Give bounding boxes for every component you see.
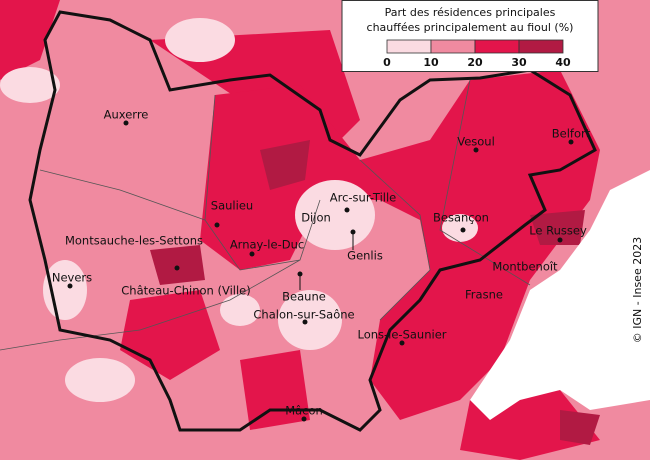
place-label: Auxerre <box>104 108 149 122</box>
area <box>65 358 135 402</box>
boundaries <box>0 79 531 351</box>
legend-title: chauffées principalement au fioul (%) <box>367 21 574 34</box>
legend-box <box>341 0 599 72</box>
legend-swatch <box>474 39 520 54</box>
place-label: Frasne <box>465 288 503 302</box>
area <box>43 260 87 320</box>
place-marker <box>399 340 405 346</box>
place-label: Montsauche-les-Settons <box>65 234 203 248</box>
legend-tick-label: 40 <box>555 56 571 69</box>
legend: Part des résidences principales chauffée… <box>341 0 599 72</box>
legend-tick-label: 30 <box>511 56 527 69</box>
place-label: Lons-le-Saunier <box>357 328 446 342</box>
legend-swatch <box>386 39 432 54</box>
place-marker <box>214 222 220 228</box>
place-label: Arc-sur-Tille <box>330 191 397 205</box>
credit: © IGN - Insee 2023 <box>631 237 644 343</box>
area <box>260 140 310 190</box>
legend-swatch <box>430 39 476 54</box>
place-label: Mâcon <box>285 404 323 418</box>
area <box>165 18 235 62</box>
area <box>278 290 342 350</box>
place-marker <box>568 139 574 145</box>
area <box>150 245 205 285</box>
area <box>560 410 600 445</box>
place-marker <box>344 207 350 213</box>
place-marker <box>460 227 466 233</box>
place-label: Beaune <box>282 290 326 304</box>
place-marker <box>301 416 307 422</box>
place-label: Genlis <box>347 249 383 263</box>
place-label: Dijon <box>301 211 331 225</box>
place-label: Belfort <box>552 127 591 141</box>
area <box>240 350 310 430</box>
place-label: Besançon <box>433 211 489 225</box>
area <box>0 0 60 80</box>
legend-swatch <box>518 39 564 54</box>
place-marker <box>67 283 73 289</box>
area <box>442 214 478 242</box>
area <box>530 210 585 245</box>
legend-tick-label: 0 <box>383 56 391 69</box>
place-label: Vesoul <box>457 135 495 149</box>
place-marker <box>302 319 308 325</box>
legend-tick-label: 10 <box>423 56 439 69</box>
place-label: Montbenoît <box>492 260 558 274</box>
place-marker <box>557 237 563 243</box>
place-label: Chalon-sur-Saône <box>253 308 354 322</box>
place-label: Saulieu <box>211 199 253 213</box>
legend-tick-label: 20 <box>467 56 483 69</box>
place-label: Château-Chinon (Ville) <box>121 284 250 298</box>
outside-area <box>470 170 650 420</box>
place-marker <box>249 251 255 257</box>
place-marker <box>123 120 129 126</box>
place-marker <box>174 265 180 271</box>
place-label: Nevers <box>52 271 92 285</box>
area <box>220 294 260 326</box>
legend-title: Part des résidences principales <box>385 6 556 19</box>
region-border <box>28 10 597 432</box>
place-marker <box>473 147 479 153</box>
place-label: Le Russey <box>529 224 587 238</box>
places: Auxerre Vesoul Belfort Saulieu Arc-sur-T… <box>52 108 591 422</box>
area <box>0 67 60 103</box>
place-label: Arnay-le-Duc <box>230 238 304 252</box>
